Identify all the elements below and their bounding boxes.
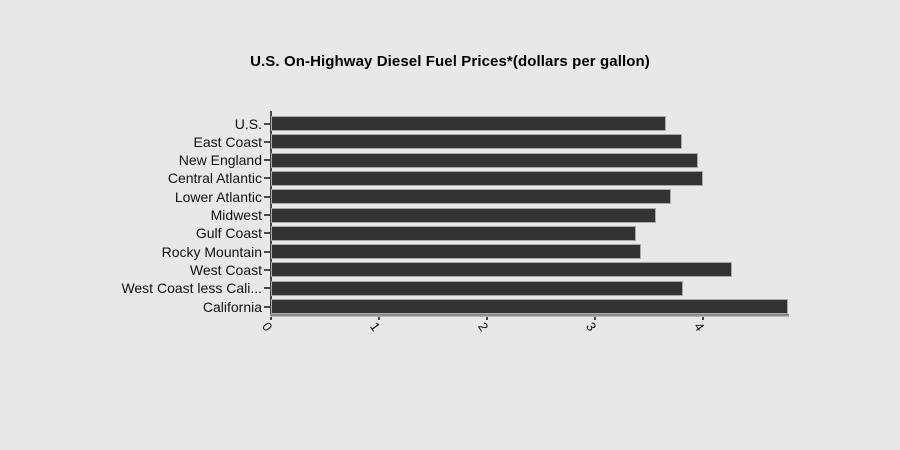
x-axis-tick (593, 316, 596, 320)
category-label: New England (178, 152, 262, 169)
bar (271, 225, 636, 241)
x-tick-label: 2 (474, 319, 492, 334)
category-tick (264, 195, 270, 198)
category-tick (264, 250, 270, 253)
x-axis-tick (701, 316, 704, 320)
x-axis-tick (485, 316, 488, 320)
category-tick (264, 287, 270, 290)
x-tick-label: 0 (259, 319, 276, 334)
category-label: California (202, 298, 262, 315)
bar (271, 134, 683, 150)
category-tick (264, 122, 270, 125)
category-label: Gulf Coast (195, 225, 262, 242)
category-label: U.S. (234, 115, 262, 132)
chart-title: U.S. On-Highway Diesel Fuel Prices*(doll… (250, 53, 650, 70)
category-label: Rocky Mountain (161, 243, 262, 260)
x-tick-label: 1 (367, 319, 384, 334)
x-tick-label: 4 (690, 319, 708, 334)
category-tick (264, 305, 270, 308)
bar (271, 280, 684, 296)
bar (271, 262, 732, 278)
bar (271, 299, 788, 314)
category-tick (264, 232, 270, 235)
category-label: Lower Atlantic (174, 188, 262, 205)
category-tick (264, 268, 270, 271)
bar (271, 116, 667, 131)
bar (271, 152, 699, 168)
category-tick (264, 177, 270, 180)
bar (271, 189, 672, 205)
category-label: West Coast less Cali... (121, 280, 262, 297)
x-tick-label: 3 (582, 319, 600, 334)
x-axis-line (270, 314, 789, 316)
bar (271, 244, 642, 260)
bar (271, 170, 703, 186)
category-label: Midwest (210, 207, 262, 223)
bar (271, 207, 657, 223)
category-label: West Coast (189, 261, 262, 278)
category-tick (264, 140, 270, 143)
x-axis-tick (270, 316, 272, 320)
category-tick (264, 214, 270, 216)
category-label: East Coast (193, 133, 262, 150)
category-tick (264, 159, 270, 162)
category-label: Central Atlantic (167, 170, 262, 187)
x-axis-tick (377, 316, 380, 320)
